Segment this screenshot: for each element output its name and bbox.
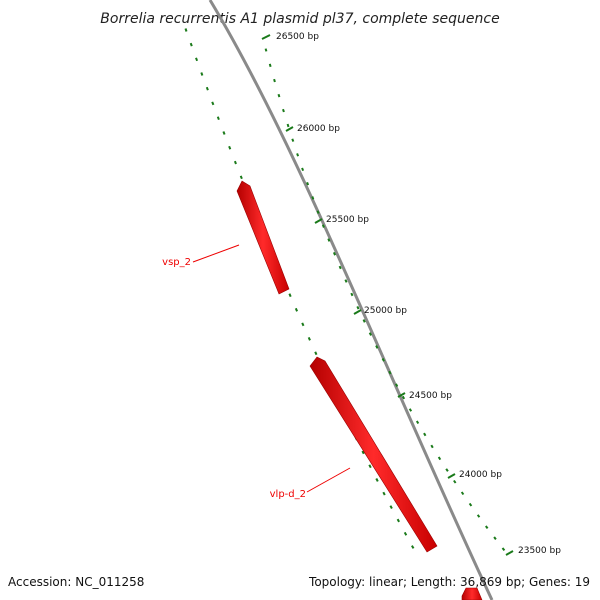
gene-partial[interactable] [461,587,483,600]
minor-tick [501,547,506,552]
minor-tick [301,322,305,327]
scale-tick-label: 25000 bp [364,306,407,316]
scale-ticks: 26500 bp 26000 bp 25500 bp 25000 bp 2450… [261,32,561,556]
minor-tick [277,93,281,98]
minor-tick [437,456,442,461]
gene-label-vsp-2: vsp_2 [162,257,191,268]
minor-tick [476,514,481,518]
scale-tick-23500: 23500 bp [505,546,561,556]
minor-tick [401,395,406,400]
minor-tick [327,238,331,242]
minor-tick [403,531,408,536]
minor-tick [301,167,305,172]
outer-tick-track [264,48,506,552]
minor-tick [368,332,372,336]
minor-tick [316,210,320,214]
minor-tick [273,78,276,83]
scale-tick-25500: 25500 bp [314,215,369,225]
minor-tick [264,48,268,52]
minor-tick [338,265,342,270]
minor-tick [453,479,457,484]
scale-tick-label: 26500 bp [276,32,319,42]
minor-tick [344,279,348,283]
scale-tick-label: 26000 bp [297,124,340,134]
minor-tick [389,505,393,509]
minor-tick [368,464,372,469]
minor-tick [430,444,434,449]
gene-vlp-d-2[interactable]: vlp-d_2 [270,356,438,553]
minor-tick [362,319,366,323]
minor-tick [268,63,272,68]
scale-tick-26000: 26000 bp [285,124,340,134]
minor-tick [350,292,354,297]
minor-tick [233,160,237,165]
minor-tick [282,108,285,113]
minor-tick [361,450,365,455]
minor-tick [239,175,243,180]
minor-tick [356,305,360,310]
minor-tick [375,345,379,349]
scale-tick-24000: 24000 bp [447,470,502,480]
minor-tick [332,252,337,256]
scale-tick-26500: 26500 bp [261,32,319,42]
scale-tick-25000: 25000 bp [353,306,407,316]
backbone-arc [208,0,494,600]
minor-tick [184,28,188,32]
minor-tick [288,293,292,298]
minor-tick [382,491,386,496]
gene-vsp-2[interactable]: vsp_2 [162,180,290,295]
minor-tick [408,408,413,412]
minor-tick [200,72,204,76]
minor-tick [195,57,199,62]
gene-arrow[interactable] [309,356,438,553]
minor-tick [388,370,392,375]
minor-tick [211,101,215,106]
minor-tick [311,196,315,200]
minor-tick [286,123,290,128]
gene-label-leader [192,244,240,263]
minor-tick [321,224,325,228]
gene-arrow[interactable] [461,587,483,600]
minor-tick [216,116,220,121]
minor-tick [307,336,311,341]
minor-tick [205,86,209,91]
minor-tick [460,491,465,496]
minor-tick [396,518,400,523]
minor-tick [228,145,232,150]
accession-text: Accession: NC_011258 [8,575,144,589]
minor-tick [291,138,295,142]
gene-label-leader [306,467,351,493]
minor-tick [415,420,420,425]
minor-tick [493,536,497,541]
minor-tick [484,525,489,530]
minor-tick [411,545,415,549]
minor-tick [423,432,427,437]
minor-tick [222,131,226,135]
minor-tick [294,307,299,312]
minor-tick [306,181,310,186]
minor-tick [468,502,473,507]
map-title: Borrelia recurrentis A1 plasmid pl37, co… [100,11,499,27]
scale-tick-label: 23500 bp [518,546,561,556]
scale-tick-24500: 24500 bp [397,391,452,401]
scale-tick-label: 24000 bp [459,470,502,480]
scale-tick-label: 25500 bp [326,215,369,225]
minor-tick [395,383,399,387]
minor-tick [189,42,193,47]
scale-tick-label: 24500 bp [409,391,452,401]
minor-tick [296,153,300,157]
minor-tick [381,358,385,362]
minor-tick [314,351,318,356]
gene-arrow[interactable] [236,180,290,295]
gene-label-vlp-d-2: vlp-d_2 [270,489,306,500]
minor-tick [375,478,379,482]
minor-tick [445,468,449,472]
summary-text: Topology: linear; Length: 36,869 bp; Gen… [308,575,590,589]
